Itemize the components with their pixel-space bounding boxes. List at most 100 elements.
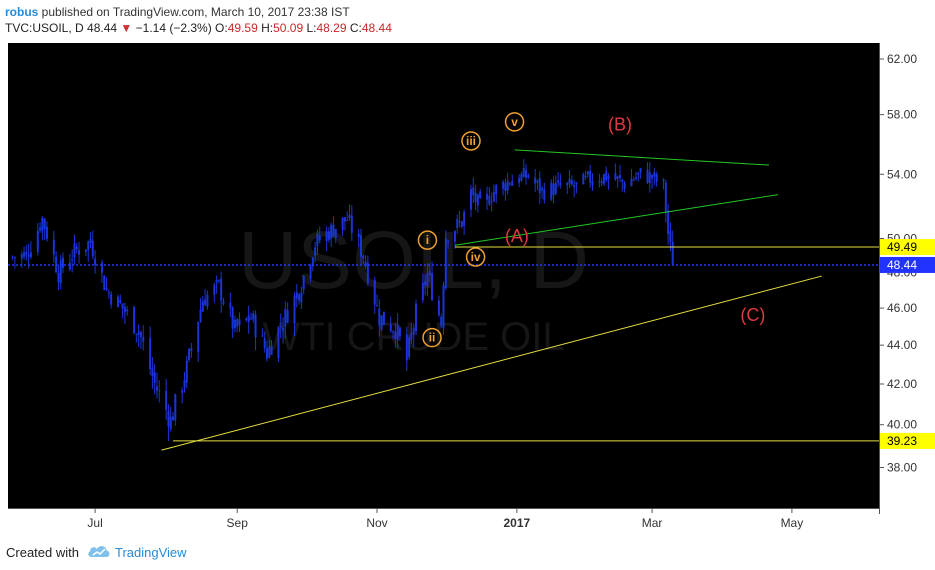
price-tag-box [880,239,935,256]
candle-body [270,346,273,355]
candle-body [589,170,592,183]
open-label: O: [215,21,228,35]
candle-body [655,173,658,182]
candle-body [314,247,317,256]
candle-body [29,252,32,258]
candle-body [284,308,287,327]
price-tag-label: 39.23 [887,434,917,448]
symbol-line: TVC:USOIL, D 48.44 ▼ −1.14 (−2.3%) O:49.… [5,20,392,36]
candle-body [293,295,296,324]
candle-body [408,337,411,358]
candle-body [341,217,344,231]
candle-body [488,195,491,205]
candle-body [185,360,188,383]
wave-label-circle [465,247,486,267]
candle-body [229,302,232,309]
candle-body [233,319,236,328]
candle-body [155,386,158,391]
candle-body [25,251,28,255]
candle-body [133,306,136,334]
candle-body [534,177,537,184]
close-value: 48.44 [361,21,392,35]
candle-body [437,300,440,316]
candle-body [591,181,594,186]
candle-body [366,263,369,283]
candle-body [664,182,667,213]
abc-wave-label: (A) [505,226,529,246]
candle-body [71,259,74,261]
candle-body [667,210,670,234]
down-arrow-icon: ▼ [120,21,133,35]
wave-label: ii [429,331,436,345]
candle-body [119,299,122,303]
candle-body [295,292,298,299]
high-label: H: [261,21,274,35]
y-tick-label: 42.00 [887,377,917,391]
candle-body [91,240,94,257]
candle-body [600,181,603,184]
candle-body [135,333,138,335]
candle-body [584,175,587,177]
candle-body [557,180,560,183]
candle-body [490,201,493,203]
candle-body [614,173,617,180]
price-tag-label: 49.49 [887,240,917,254]
candle-body [215,280,218,283]
candle-body [559,182,562,186]
wave-label: iii [466,134,476,148]
candle-body [586,171,589,175]
candle-body [543,189,546,200]
candle-body [330,224,333,239]
candle-body [456,219,459,229]
candle-body [334,228,337,238]
change-text: −1.14 (−2.3%) [135,21,212,35]
candle-body [266,348,269,359]
x-tick-label: Jul [87,516,102,530]
x-tick-label: Sep [227,516,249,530]
candle-body [62,257,65,268]
candle-body [45,226,48,239]
wave-label-circle [417,230,438,250]
tradingview-brand-link[interactable]: TradingView [114,545,187,560]
y-tick-label: 40.00 [887,418,917,432]
chart-area[interactable]: USOIL, D WTI CRUDE OIL 38.00 40.00 42.00 44.0… [0,0,935,545]
candle-body [618,174,621,179]
candle-body [302,275,305,290]
candle-body [87,241,90,250]
candle-body [538,177,541,194]
candle-body [504,183,507,191]
candle-body [350,215,353,233]
plot-background [8,43,879,508]
candle-body [252,313,255,320]
candle-body [52,239,55,255]
candle-body [362,255,365,259]
created-with-text: Created with [6,545,79,560]
candle-body [268,346,271,358]
candle-body [36,230,39,253]
candle-body [440,316,443,326]
candle-body [137,331,140,335]
candle-body [518,178,521,183]
candle-body [410,332,413,340]
abc-wave-label: (B) [608,115,632,135]
candle-body [346,220,349,222]
candle-body [414,303,417,332]
author-name[interactable]: robus [5,5,39,19]
candle-body [357,233,360,238]
candle-body [632,179,635,181]
candle-body [394,331,397,339]
candle-body [73,243,76,258]
candle-body [508,183,511,185]
candle-body [492,191,495,202]
candle-body [68,262,71,270]
candle-body [364,261,367,267]
candle-body [616,176,619,179]
candle-body [94,258,97,266]
y-tick-label: 62.00 [887,52,917,66]
candle-body [382,311,385,325]
wave-label: i [426,233,429,247]
high-value: 50.09 [273,21,304,35]
candle-body [671,241,674,265]
candle-body [442,285,445,329]
